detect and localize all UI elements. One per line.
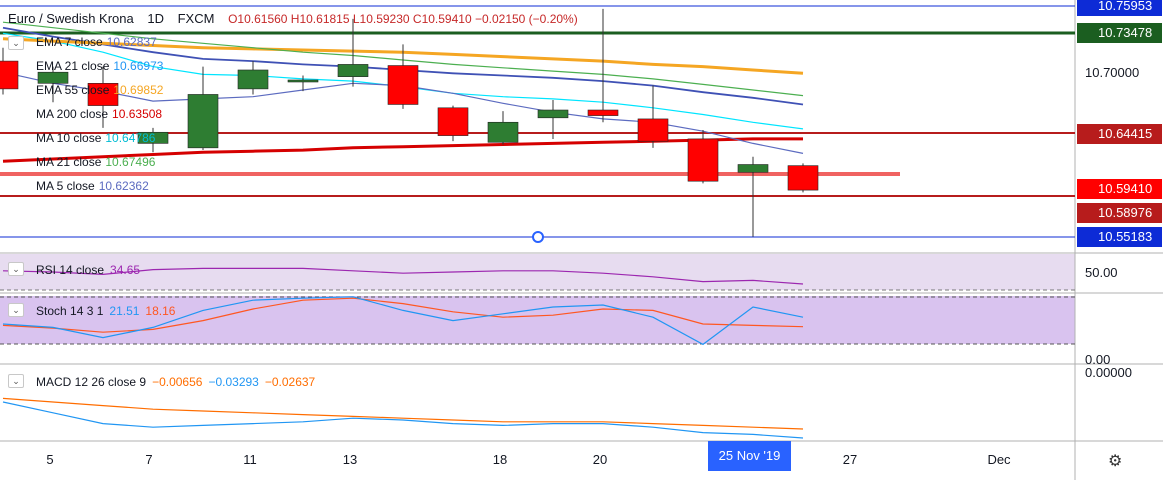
candle-body bbox=[587, 109, 619, 116]
line-handle[interactable] bbox=[532, 231, 544, 243]
legend-row[interactable]: MA 5 close 10.62362 bbox=[36, 179, 149, 193]
crosshair-date-label: 25 Nov '19 bbox=[708, 441, 791, 471]
legend-row[interactable]: MA 200 close 10.63508 bbox=[36, 107, 162, 121]
candle-body bbox=[87, 83, 119, 106]
stoch-collapse-button[interactable]: ⌄ bbox=[8, 303, 24, 317]
price-tag: 10.59410 bbox=[1077, 179, 1162, 199]
legend-collapse-button[interactable]: ⌄ bbox=[8, 36, 24, 50]
legend-name: MA 200 close bbox=[36, 107, 109, 121]
chevron-down-icon: ⌄ bbox=[12, 264, 20, 274]
candle-body bbox=[237, 69, 269, 90]
stoch-k-line bbox=[2, 296, 804, 346]
date-label: Dec bbox=[987, 452, 1011, 467]
macd-value-2: −0.03293 bbox=[208, 375, 259, 389]
legend-row[interactable]: MA 21 close 10.67496 bbox=[36, 155, 155, 169]
candle-body bbox=[37, 71, 69, 84]
macd-value-3: −0.02637 bbox=[264, 375, 316, 389]
macd-collapse-button[interactable]: ⌄ bbox=[8, 374, 24, 388]
macd-title: MACD 12 26 close 9 bbox=[36, 375, 147, 389]
macd-axis-label: 0.00000 bbox=[1085, 365, 1132, 380]
rsi-label: RSI 14 close 34.65 bbox=[36, 263, 140, 277]
stoch-k-value: 21.51 bbox=[109, 304, 140, 318]
stoch-pane-bg bbox=[0, 296, 1075, 344]
candle-body bbox=[137, 131, 169, 144]
macd-line bbox=[2, 401, 804, 439]
chevron-down-icon: ⌄ bbox=[12, 376, 20, 386]
rsi-value: 34.65 bbox=[110, 263, 141, 277]
rsi-pane-bg bbox=[0, 254, 1075, 290]
stoch-axis-label: 0.00 bbox=[1085, 352, 1111, 367]
legend-value: 10.62362 bbox=[98, 179, 149, 193]
ohlc-values: O10.61560 H10.61815 L10.59230 C10.59410 … bbox=[228, 12, 578, 26]
candle-body bbox=[387, 65, 419, 105]
legend-name: EMA 7 close bbox=[36, 35, 103, 49]
legend-value: 10.62837 bbox=[106, 35, 157, 49]
macd-signal-line bbox=[2, 397, 804, 430]
legend-row[interactable]: EMA 7 close 10.62837 bbox=[36, 35, 157, 49]
candle-body bbox=[437, 107, 469, 136]
legend-name: EMA 55 close bbox=[36, 83, 110, 97]
price-tag: 10.64415 bbox=[1077, 124, 1162, 144]
date-label: 20 bbox=[592, 452, 608, 467]
price-tag: 10.75953 bbox=[1077, 0, 1162, 16]
legend-value: 10.64786 bbox=[105, 131, 156, 145]
legend-row[interactable]: EMA 21 close 10.66973 bbox=[36, 59, 163, 73]
price-tag: 10.55183 bbox=[1077, 227, 1162, 247]
date-label: 18 bbox=[492, 452, 508, 467]
ma-line-ma-200-close bbox=[2, 137, 803, 163]
legend-value: 10.66973 bbox=[113, 59, 164, 73]
rsi-collapse-button[interactable]: ⌄ bbox=[8, 262, 24, 276]
candle-body bbox=[637, 118, 669, 142]
candle-body bbox=[737, 164, 769, 173]
date-label: 5 bbox=[46, 452, 54, 467]
candle-body bbox=[0, 60, 19, 90]
candle-body bbox=[787, 165, 819, 191]
candle-body bbox=[537, 109, 569, 119]
candle-body bbox=[187, 94, 219, 149]
legend-row[interactable]: MA 10 close 10.64786 bbox=[36, 131, 155, 145]
date-label: 7 bbox=[145, 452, 153, 467]
date-label: 11 bbox=[243, 452, 257, 467]
candle-body bbox=[487, 121, 519, 143]
interval-label[interactable]: 1D bbox=[147, 11, 164, 26]
chevron-down-icon: ⌄ bbox=[12, 305, 20, 315]
legend-name: MA 10 close bbox=[36, 131, 102, 145]
stoch-title: Stoch 14 3 1 bbox=[36, 304, 104, 318]
macd-label: MACD 12 26 close 9 −0.00656 −0.03293 −0.026… bbox=[36, 375, 315, 389]
candle-body bbox=[337, 64, 369, 77]
stoch-d-value: 18.16 bbox=[145, 304, 176, 318]
rsi-line bbox=[2, 267, 804, 285]
stoch-label: Stoch 14 3 1 21.51 18.16 bbox=[36, 304, 175, 318]
macd-value-1: −0.00656 bbox=[152, 375, 203, 389]
legend-name: MA 5 close bbox=[36, 179, 95, 193]
legend-row[interactable]: EMA 55 close 10.69852 bbox=[36, 83, 163, 97]
candle-body bbox=[687, 138, 719, 182]
legend-value: 10.67496 bbox=[105, 155, 156, 169]
legend-value: 10.63508 bbox=[112, 107, 163, 121]
exchange-label: FXCM bbox=[177, 11, 215, 26]
gear-icon[interactable]: ⚙ bbox=[1108, 453, 1123, 470]
rsi-axis-label: 50.00 bbox=[1085, 265, 1118, 280]
date-label: 13 bbox=[342, 452, 358, 467]
legend-name: MA 21 close bbox=[36, 155, 102, 169]
date-label: 27 bbox=[842, 452, 858, 467]
chevron-down-icon: ⌄ bbox=[12, 38, 20, 48]
legend-value: 10.69852 bbox=[113, 83, 164, 97]
price-axis-label: 10.70000 bbox=[1085, 65, 1140, 80]
symbol-name[interactable]: Euro / Swedish Krona bbox=[8, 11, 134, 26]
price-tag: 10.58976 bbox=[1077, 203, 1162, 223]
chart-header: Euro / Swedish Krona 1D FXCM O10.61560 H… bbox=[8, 11, 578, 26]
rsi-title: RSI 14 close bbox=[36, 263, 105, 277]
candle-body bbox=[287, 79, 319, 83]
price-tag: 10.73478 bbox=[1077, 23, 1162, 43]
legend-name: EMA 21 close bbox=[36, 59, 110, 73]
